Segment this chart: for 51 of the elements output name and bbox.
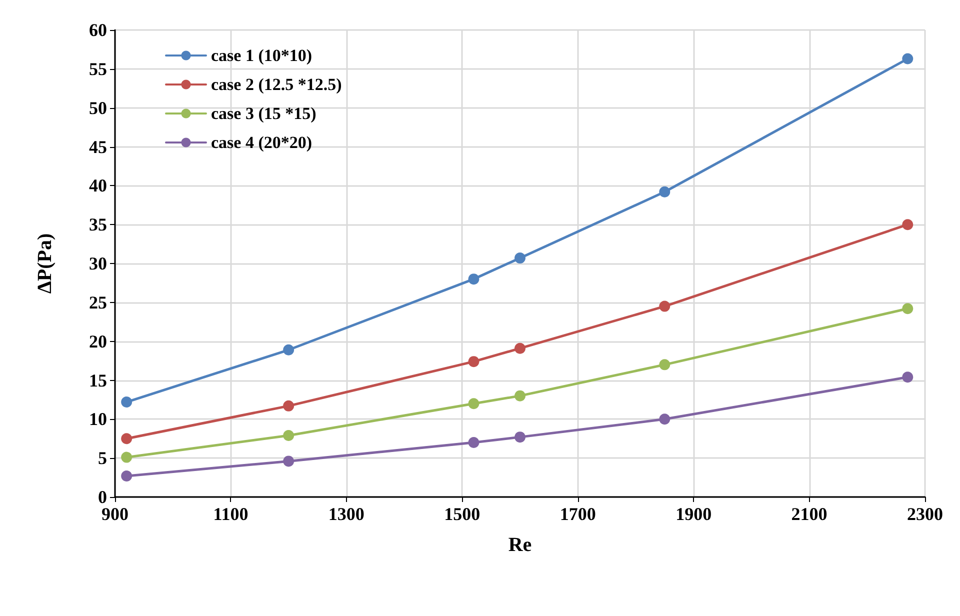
x-tick-label: 1900 bbox=[676, 504, 712, 524]
y-tick-label: 10 bbox=[89, 409, 107, 430]
y-tick-label: 50 bbox=[89, 98, 107, 118]
legend-label: case 4 (20*20) bbox=[211, 133, 312, 152]
y-tick-label: 0 bbox=[98, 487, 107, 507]
point bbox=[283, 430, 294, 442]
legend-label: case 1 (10*10) bbox=[211, 46, 312, 65]
legend-label: case 3 (15 *15) bbox=[211, 104, 316, 123]
point bbox=[283, 400, 294, 412]
y-tick-label: 15 bbox=[89, 370, 107, 390]
y-tick-label: 35 bbox=[89, 214, 107, 235]
point bbox=[121, 452, 132, 463]
x-axis-title: Re bbox=[508, 534, 532, 556]
point bbox=[514, 432, 526, 443]
x-tick-label: 2300 bbox=[907, 504, 943, 524]
x-tick-label: 1300 bbox=[328, 504, 364, 524]
point bbox=[468, 356, 480, 368]
point bbox=[514, 390, 526, 402]
y-tick-label: 60 bbox=[89, 20, 107, 40]
x-tick-label: 1700 bbox=[560, 504, 596, 524]
y-tick-label: 30 bbox=[89, 254, 107, 274]
x-tick-label: 2100 bbox=[791, 504, 828, 524]
y-tick-label: 5 bbox=[98, 448, 107, 468]
point bbox=[902, 303, 914, 314]
point bbox=[902, 219, 914, 230]
y-tick-label: 40 bbox=[89, 176, 107, 196]
point bbox=[121, 396, 132, 408]
point bbox=[468, 398, 480, 410]
y-tick-label: 20 bbox=[89, 331, 107, 352]
point bbox=[283, 456, 294, 467]
point bbox=[659, 414, 670, 425]
point bbox=[902, 53, 914, 64]
point bbox=[121, 470, 132, 482]
point bbox=[514, 342, 526, 354]
y-axis-title: ΔP(Pa) bbox=[34, 233, 56, 294]
y-tick-label: 25 bbox=[89, 292, 107, 312]
point bbox=[468, 437, 480, 448]
point bbox=[659, 186, 670, 198]
x-tick-label: 1100 bbox=[213, 504, 248, 524]
x-tick-label: 1500 bbox=[444, 504, 480, 524]
point bbox=[514, 252, 526, 264]
x-tick-label: 900 bbox=[102, 504, 128, 524]
legend-label: case 2 (12.5 *12.5) bbox=[211, 75, 342, 94]
point bbox=[468, 274, 480, 285]
point bbox=[659, 300, 670, 312]
point bbox=[902, 372, 914, 383]
point bbox=[121, 433, 132, 444]
point bbox=[659, 359, 670, 370]
point bbox=[283, 344, 294, 356]
y-tick-label: 45 bbox=[89, 136, 107, 157]
y-tick-label: 55 bbox=[89, 58, 107, 79]
